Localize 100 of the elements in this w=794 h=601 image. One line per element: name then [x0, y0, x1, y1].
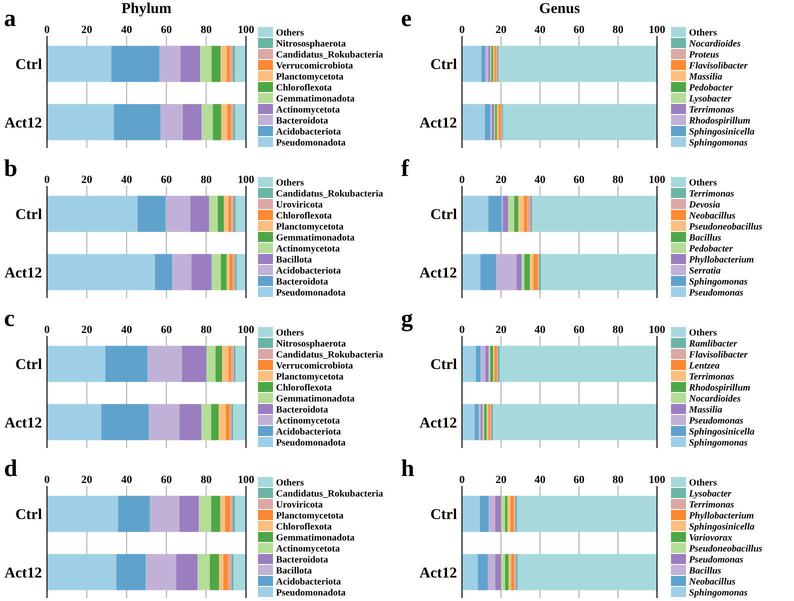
y-tick-label: Act12: [4, 265, 42, 282]
bar: [138, 196, 166, 232]
bar: [524, 254, 530, 290]
legend-label: Pseudomonadota: [276, 288, 346, 298]
legend-label: Verrucomicrobiota: [276, 361, 354, 372]
legend-label: Gemmatimonadota: [276, 533, 355, 544]
bar: [462, 104, 485, 140]
y-tick-label: Ctrl: [430, 57, 457, 74]
bar: [505, 554, 509, 590]
bar: [219, 554, 224, 590]
chart-title: b: [4, 156, 18, 182]
x-tick-label: 0: [44, 174, 50, 186]
bar: [212, 46, 221, 82]
bar: [101, 404, 149, 440]
bar: [510, 496, 514, 532]
legend-label: Nocardioides: [688, 394, 742, 404]
bar: [160, 104, 183, 140]
x-tick-label: 60: [160, 474, 172, 486]
bar: [47, 496, 118, 532]
legend-label: Nitrososphaerota: [276, 39, 346, 50]
bar: [201, 404, 212, 440]
legend-label: Candidatus_Rokubacteria: [276, 350, 384, 360]
x-tick-label: 40: [121, 24, 133, 36]
x-tick-label: 60: [160, 324, 172, 336]
bar: [106, 346, 148, 382]
legend-label: Acidobacteriota: [276, 127, 342, 138]
bar: [511, 554, 514, 590]
legend-label: Pseudomonadota: [276, 138, 346, 148]
bar: [176, 554, 198, 590]
bar: [532, 196, 657, 232]
bar: [148, 404, 180, 440]
bar: [224, 196, 228, 232]
legend-label: Acidobacteriota: [276, 427, 342, 438]
bar: [216, 346, 222, 382]
bar: [495, 554, 501, 590]
bar: [212, 104, 222, 140]
x-tick-label: 100: [648, 474, 666, 486]
bar: [462, 346, 476, 382]
bar: [227, 104, 231, 140]
y-tick-label: Ctrl: [15, 57, 42, 74]
bar: [508, 554, 512, 590]
legend-label: Bacillota: [276, 255, 312, 266]
legend-label: Lysobacter: [688, 94, 732, 104]
x-tick-label: 20: [496, 24, 507, 36]
bar: [220, 496, 226, 532]
bar: [502, 196, 508, 232]
x-tick-label: 0: [44, 324, 50, 336]
bar: [226, 404, 230, 440]
legend-label: Pseudomonadota: [276, 438, 346, 448]
y-tick-label: Act12: [4, 115, 42, 132]
x-tick-label: 100: [238, 324, 255, 336]
legend-label: Proteus: [689, 50, 720, 60]
legend-label: Sphingomonas: [689, 588, 748, 598]
legend-label: Flavisolibacter: [688, 350, 748, 360]
x-tick-label: 40: [121, 474, 133, 486]
x-tick-label: 100: [648, 324, 666, 336]
bar: [481, 46, 486, 82]
legend-label: Candidatus_Rokubacteria: [276, 489, 384, 500]
legend-label: Sphingosinicella: [689, 127, 755, 138]
legend-label: Rhodospirillum: [688, 116, 750, 126]
legend-label: Others: [276, 178, 304, 188]
legend-label: Others: [689, 478, 718, 488]
legend-label: Sphingosinicella: [689, 522, 755, 532]
legend-label: Terrimonas: [689, 500, 734, 510]
bar: [172, 254, 192, 290]
bar: [501, 554, 506, 590]
bar: [230, 104, 234, 140]
x-tick-label: 80: [200, 324, 212, 336]
bar: [493, 404, 657, 440]
legend-label: Pedobacter: [689, 244, 734, 254]
bar: [229, 254, 232, 290]
bar: [232, 254, 236, 290]
bar: [228, 346, 232, 382]
legend-label: Nitrososphaerota: [276, 339, 346, 350]
legend-label: Planctomycetota: [276, 72, 344, 82]
bar: [235, 46, 246, 82]
y-tick-label: Act12: [420, 415, 457, 432]
bar: [218, 196, 224, 232]
bar: [495, 496, 501, 532]
bar: [209, 196, 218, 232]
legend-label: Sphingomonas: [689, 138, 748, 148]
bar: [111, 46, 160, 82]
bar: [47, 254, 155, 290]
legend-label: Gemmatimonadota: [276, 394, 355, 404]
legend-label: Pseudomonas: [689, 416, 744, 426]
legend-label: Chloroflexota: [276, 211, 332, 222]
legend-label: Uroviricota: [276, 200, 324, 210]
x-tick-label: 60: [160, 174, 172, 186]
legend-label: Pseudomonadota: [276, 588, 346, 598]
bar: [198, 496, 212, 532]
x-tick-label: 0: [459, 24, 466, 36]
x-tick-label: 20: [496, 324, 507, 336]
legend-label: Sphingomonas: [689, 277, 748, 288]
bar: [223, 554, 228, 590]
bar: [220, 254, 226, 290]
chart-subtitle: Genus: [539, 1, 580, 17]
legend-label: Chloroflexota: [276, 83, 332, 94]
bar: [182, 104, 202, 140]
bar: [211, 404, 219, 440]
legend-label: Actinomycetota: [276, 244, 340, 254]
